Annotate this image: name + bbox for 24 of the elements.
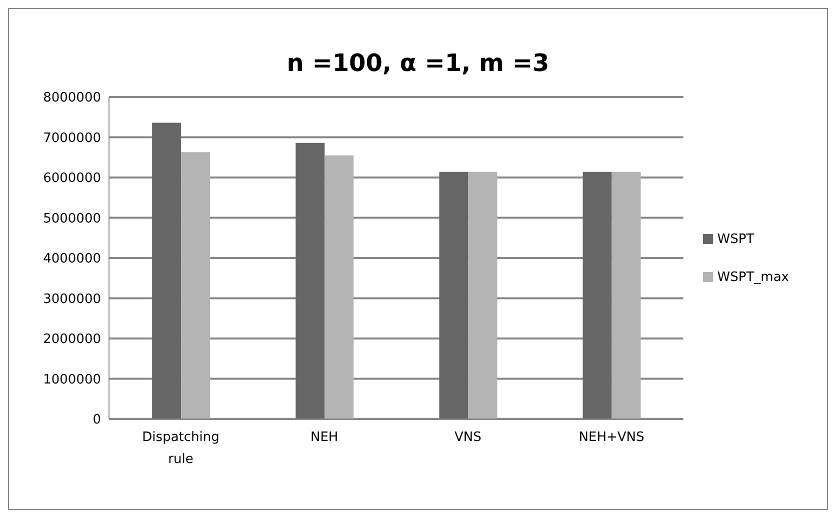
legend-label: WSPT [717, 232, 754, 247]
x-tick-label: Dispatching rule [142, 430, 220, 467]
bar [296, 142, 325, 419]
y-tick-label: 0 [92, 412, 101, 428]
bar [152, 122, 182, 419]
y-tick-label: 8000000 [43, 90, 101, 106]
chart-title: n =100, α =1, m =3 [286, 49, 550, 77]
x-tick-label: VNS [454, 430, 482, 445]
bar [612, 172, 641, 419]
y-tick-label: 6000000 [43, 171, 101, 186]
y-tick-label: 5000000 [43, 211, 101, 226]
bar [582, 172, 612, 419]
y-tick-label: 2000000 [43, 332, 101, 348]
y-tick-label: 7000000 [43, 130, 101, 146]
y-tick-label: 1000000 [43, 372, 101, 388]
y-tick-label: 3000000 [43, 292, 101, 307]
y-tick-label: 4000000 [43, 252, 101, 267]
bar [439, 172, 468, 419]
x-tick-label: NEH [310, 430, 338, 445]
bar [181, 152, 210, 419]
bar [324, 155, 354, 419]
x-tick-label: NEH+VNS [578, 430, 644, 445]
bar [468, 172, 498, 419]
legend-label: WSPT_max [717, 270, 789, 285]
